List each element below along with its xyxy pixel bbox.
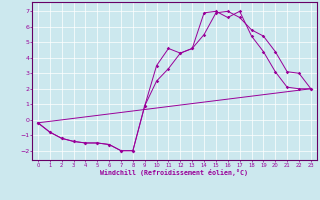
X-axis label: Windchill (Refroidissement éolien,°C): Windchill (Refroidissement éolien,°C) xyxy=(100,169,248,176)
